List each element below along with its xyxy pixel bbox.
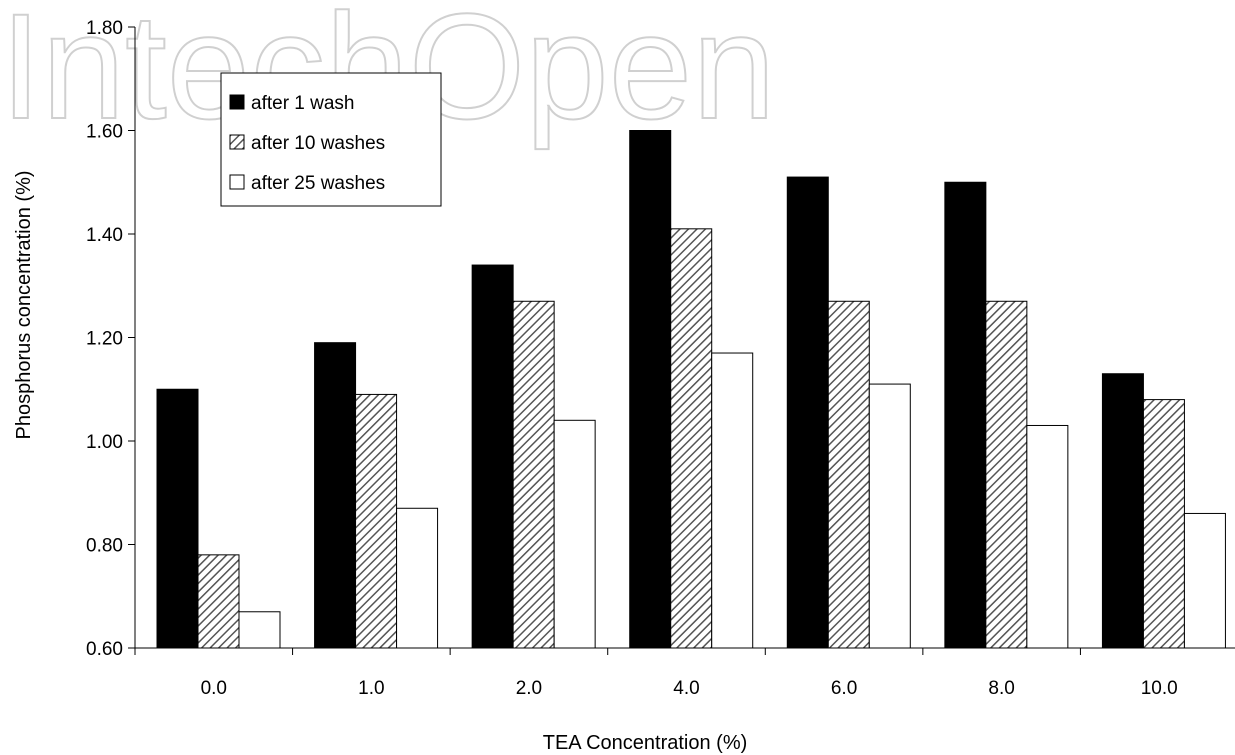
bar-2-7	[1142, 399, 1185, 649]
bar-2-5	[827, 300, 870, 649]
y-tick-labels: 0.60 0.80 1.00 1.20 1.40 1.60 1.80	[86, 18, 123, 660]
legend-swatch	[229, 94, 245, 110]
legend-swatch	[229, 134, 245, 150]
bar-1-2	[314, 342, 357, 649]
y-axis-title: Phosphorus concentration (%)	[13, 170, 35, 439]
x-tick-label: 0.0	[201, 678, 227, 699]
legend: after 1 wash after 10 washes after 25 wash…	[220, 72, 442, 207]
y-tick-label: 0.80	[86, 536, 123, 557]
bar-1-7	[1101, 373, 1144, 649]
y-tick-label: 1.00	[86, 432, 123, 453]
legend-box	[220, 72, 442, 207]
x-tick-label: 4.0	[673, 678, 699, 699]
legend-label: after 25 washes	[251, 173, 385, 194]
bar-2-3	[512, 300, 555, 649]
bar-3-4	[711, 352, 754, 649]
bar-3-7	[1183, 512, 1226, 649]
y-tick-label: 1.60	[86, 122, 123, 143]
bar-1-3	[471, 264, 514, 649]
bar-1-4	[629, 130, 672, 649]
bar-3-3	[553, 419, 596, 649]
legend-swatch	[229, 174, 245, 190]
y-tick-label: 0.60	[86, 639, 123, 660]
x-axis-title: TEA Concentration (%)	[543, 732, 748, 754]
bar-1-5	[786, 176, 829, 649]
y-tick-label: 1.20	[86, 329, 123, 350]
legend-label: after 1 wash	[251, 93, 355, 114]
x-tick-label: 8.0	[988, 678, 1014, 699]
x-tick-label: 1.0	[358, 678, 384, 699]
bar-2-1	[197, 554, 240, 649]
y-tick-label: 1.40	[86, 225, 123, 246]
bar-2-4	[670, 228, 713, 649]
bar-3-2	[396, 507, 439, 649]
x-tick-label: 2.0	[516, 678, 542, 699]
legend-label: after 10 washes	[251, 133, 385, 154]
bar-3-1	[238, 611, 281, 649]
x-tick-label: 10.0	[1141, 678, 1178, 699]
x-tick-label: 6.0	[831, 678, 857, 699]
bar-2-2	[355, 393, 398, 649]
axes-group	[128, 26, 1235, 655]
y-tick-label: 1.80	[86, 18, 123, 39]
bar-3-6	[1026, 424, 1069, 649]
x-tick-labels: 0.0 1.0 2.0 4.0 6.0 8.0 10.0	[201, 678, 1178, 699]
bar-1-1	[156, 388, 199, 649]
bars-group	[156, 130, 1226, 649]
bar-1-6	[944, 181, 987, 649]
bar-3-5	[868, 383, 911, 649]
bar-2-6	[985, 300, 1028, 649]
